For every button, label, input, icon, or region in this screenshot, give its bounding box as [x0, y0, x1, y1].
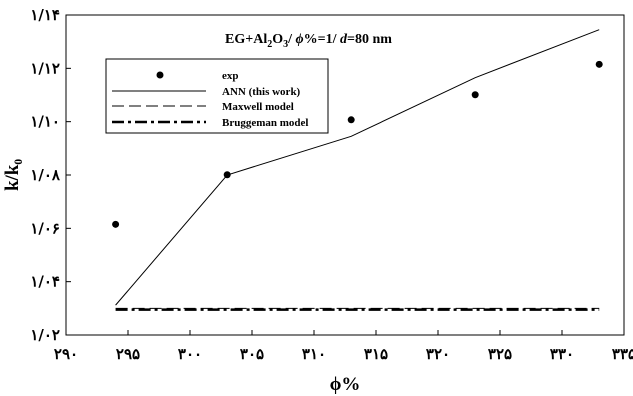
y-tick-label: ۱/۱۰ [30, 113, 60, 131]
chart-title: EG+Al2O3/ ϕ%=1/ d=80 nm [225, 32, 392, 50]
legend: exp ANN (this work) Maxwell model Brugge… [105, 58, 329, 134]
data-point-exp [347, 116, 355, 124]
series-line-ann-this-work [115, 29, 600, 306]
y-tick-label: ۱/۰۴ [30, 273, 60, 291]
x-tick-label: ۳۲۵ [488, 345, 512, 363]
y-tick-label: ۱/۰۶ [30, 219, 60, 237]
y-axis: ۱/۰۲ ۱/۰۴ ۱/۰۶ ۱/۰۸ ۱/۱۰ ۱/۱۲ ۱/۱۴ [30, 6, 71, 344]
x-tick-label: ۲۹۰ [54, 345, 78, 363]
y-tick-label: ۱/۱۲ [30, 59, 60, 77]
legend-exp-label: exp [222, 70, 239, 82]
x-axis-title: ϕ% [330, 374, 361, 395]
data-point-exp [112, 220, 120, 228]
legend-maxwell-label: Maxwell model [222, 101, 294, 113]
x-tick-label: ۲۹۵ [116, 345, 140, 363]
x-tick-label: ۳۳۰ [550, 345, 574, 363]
x-tick-label: ۳۳۵ [612, 345, 633, 363]
x-tick-label: ۳۱۰ [302, 345, 326, 363]
legend-bruggeman-label: Bruggeman model [222, 117, 308, 129]
legend-box [105, 58, 329, 134]
y-tick-label: ۱/۰۲ [30, 326, 60, 344]
x-axis: ۲۹۰ ۲۹۵ ۳۰۰ ۳۰۵ ۳۱۰ ۳۱۵ ۳۲۰ ۳۲۵ ۳۳۰ ۳۳۵ [54, 330, 633, 363]
x-tick-label: ۳۱۵ [364, 345, 388, 363]
legend-exp-marker [156, 71, 164, 79]
x-tick-label: ۳۰۰ [178, 345, 202, 363]
y-tick-label: ۱/۰۸ [30, 166, 61, 184]
y-tick-label: ۱/۱۴ [30, 6, 60, 24]
x-tick-label: ۳۰۵ [240, 345, 264, 363]
marks-layer [112, 29, 603, 311]
legend-ann-label: ANN (this work) [222, 86, 301, 98]
data-point-exp [471, 91, 479, 99]
x-tick-label: ۳۲۰ [426, 345, 450, 363]
data-point-exp [595, 60, 603, 68]
y-axis-title: k/k₀ [2, 159, 23, 191]
